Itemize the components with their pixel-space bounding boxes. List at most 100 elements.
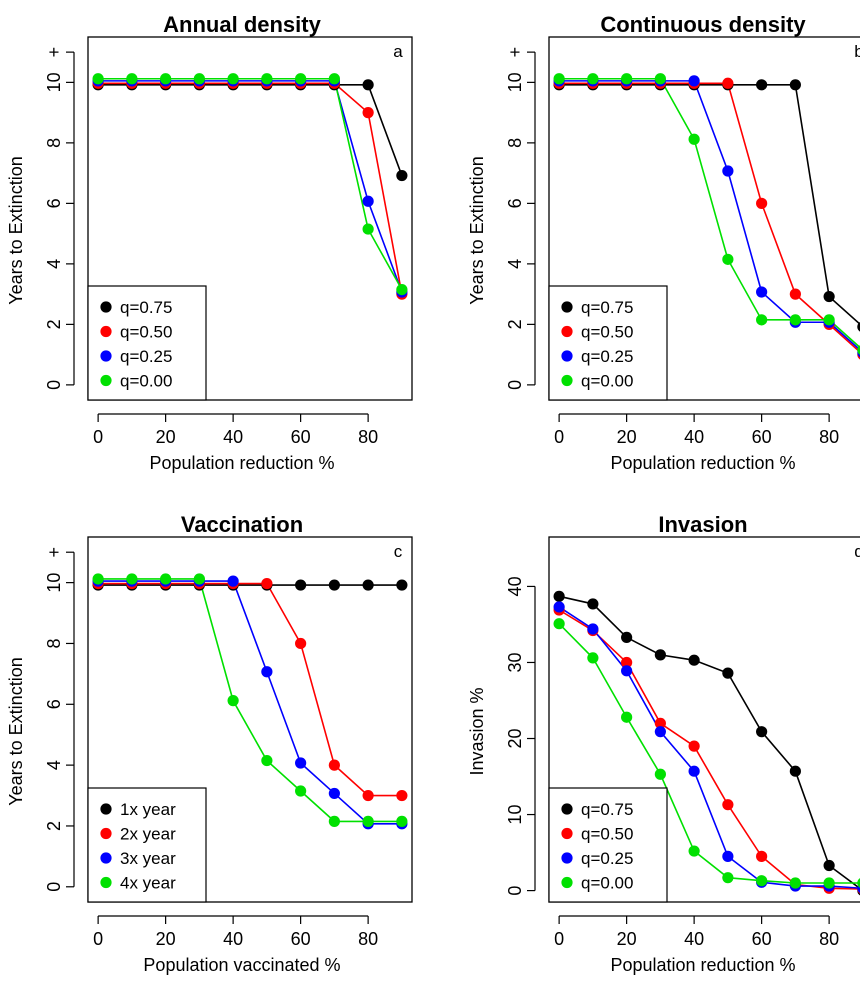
- data-point-series-3: [553, 73, 565, 85]
- x-tick-label: 20: [617, 427, 637, 447]
- data-point-series-3: [823, 877, 835, 889]
- data-point-series-0: [553, 590, 565, 602]
- y-tick-label: 4: [44, 259, 64, 269]
- data-point-series-3: [688, 845, 700, 857]
- chart-title: Continuous density: [600, 12, 806, 37]
- series-line-2: [559, 80, 860, 352]
- x-axis-label: Population reduction %: [610, 453, 795, 473]
- y-tick-label: 10: [44, 72, 64, 92]
- y-tick-label: 10: [505, 805, 525, 825]
- y-tick-label: 8: [44, 138, 64, 148]
- y-tick-label: 8: [44, 638, 64, 648]
- legend-label: q=0.25: [581, 347, 633, 366]
- data-point-series-2: [328, 787, 340, 800]
- data-point-series-3: [789, 877, 801, 889]
- data-point-series-0: [756, 726, 768, 738]
- data-point-series-1: [621, 656, 633, 669]
- data-point-series-2: [688, 75, 700, 87]
- series-line-0: [558, 595, 860, 890]
- data-point-series-2: [553, 601, 565, 613]
- y-axis-label: Years to Extinction: [6, 657, 26, 805]
- series-line-1: [98, 582, 402, 797]
- legend-label: q=0.75: [581, 800, 633, 819]
- series-line-3: [559, 77, 860, 349]
- x-tick-label: 80: [819, 929, 839, 949]
- legend-marker: [561, 374, 573, 387]
- legend-label: 3x year: [120, 849, 176, 868]
- data-point-series-3: [160, 73, 172, 85]
- legend-label: q=0.50: [120, 323, 172, 342]
- data-point-series-3: [722, 253, 734, 265]
- y-tick-label: 6: [44, 699, 64, 709]
- x-tick-label: 20: [156, 427, 176, 447]
- data-point-series-0: [756, 79, 768, 91]
- data-point-series-3: [193, 73, 205, 85]
- x-tick-label: 40: [684, 929, 704, 949]
- data-point-series-0: [823, 290, 835, 303]
- legend-marker: [561, 852, 573, 864]
- y-tick-label: 20: [505, 728, 525, 748]
- data-point-series-1: [722, 77, 734, 89]
- data-point-series-3: [362, 815, 374, 827]
- data-point-series-3: [553, 618, 565, 630]
- data-point-series-3: [362, 223, 374, 235]
- x-tick-label: 80: [819, 427, 839, 447]
- data-point-series-3: [857, 345, 860, 355]
- legend-marker: [561, 350, 573, 362]
- y-tick-label: 2: [505, 319, 525, 329]
- data-point-series-0: [295, 579, 307, 591]
- data-point-series-3: [227, 695, 239, 707]
- data-point-series-3: [227, 73, 239, 85]
- y-tick-label: 4: [505, 259, 525, 269]
- data-point-series-2: [654, 726, 666, 738]
- y-tick-label: 6: [505, 198, 525, 208]
- data-point-series-2: [688, 765, 700, 777]
- y-tick-label-plus: +: [505, 47, 525, 58]
- data-point-series-3: [328, 73, 340, 85]
- data-point-series-3: [621, 711, 633, 723]
- y-axis-label: Years to Extinction: [6, 156, 26, 304]
- data-point-series-1: [328, 759, 340, 771]
- series-line-3: [98, 77, 403, 290]
- data-point-series-0: [688, 654, 700, 666]
- y-tick-label: 0: [44, 882, 64, 892]
- plot-frame: [548, 36, 860, 401]
- data-point-series-2: [621, 665, 633, 677]
- data-point-series-0: [328, 579, 340, 591]
- data-point-series-0: [621, 631, 633, 643]
- x-tick-label: 0: [93, 929, 103, 949]
- y-tick-label: 2: [44, 319, 64, 329]
- data-point-series-0: [722, 667, 734, 679]
- x-axis-label: Population reduction %: [149, 453, 334, 473]
- data-point-series-3: [92, 73, 104, 85]
- data-point-series-1: [362, 107, 374, 119]
- data-point-series-3: [756, 314, 768, 326]
- chart-title: Annual density: [163, 12, 321, 37]
- data-point-series-0: [857, 321, 860, 332]
- data-point-series-0: [362, 79, 374, 91]
- legend-marker: [100, 350, 112, 362]
- data-point-series-0: [587, 598, 599, 610]
- data-point-series-3: [823, 314, 835, 326]
- data-point-series-0: [362, 579, 374, 591]
- series-line-3: [98, 578, 402, 823]
- series-line-0: [98, 83, 403, 176]
- y-tick-label: 30: [505, 652, 525, 672]
- x-tick-label: 80: [358, 929, 378, 949]
- y-tick-label: 0: [505, 380, 525, 390]
- x-tick-label: 40: [223, 427, 243, 447]
- y-tick-label: 2: [44, 821, 64, 831]
- legend-label: q=0.25: [581, 849, 633, 868]
- chart-title: Vaccination: [181, 512, 303, 537]
- y-axis-label: Invasion %: [467, 687, 487, 775]
- panel-letter: b: [854, 42, 860, 61]
- data-point-series-0: [823, 859, 835, 872]
- data-point-series-1: [295, 637, 307, 650]
- legend: 1x year 2x year 3x year 4x year: [87, 787, 207, 903]
- x-axis-label: Population reduction %: [610, 955, 795, 975]
- x-axis-label: Population vaccinated %: [143, 955, 340, 975]
